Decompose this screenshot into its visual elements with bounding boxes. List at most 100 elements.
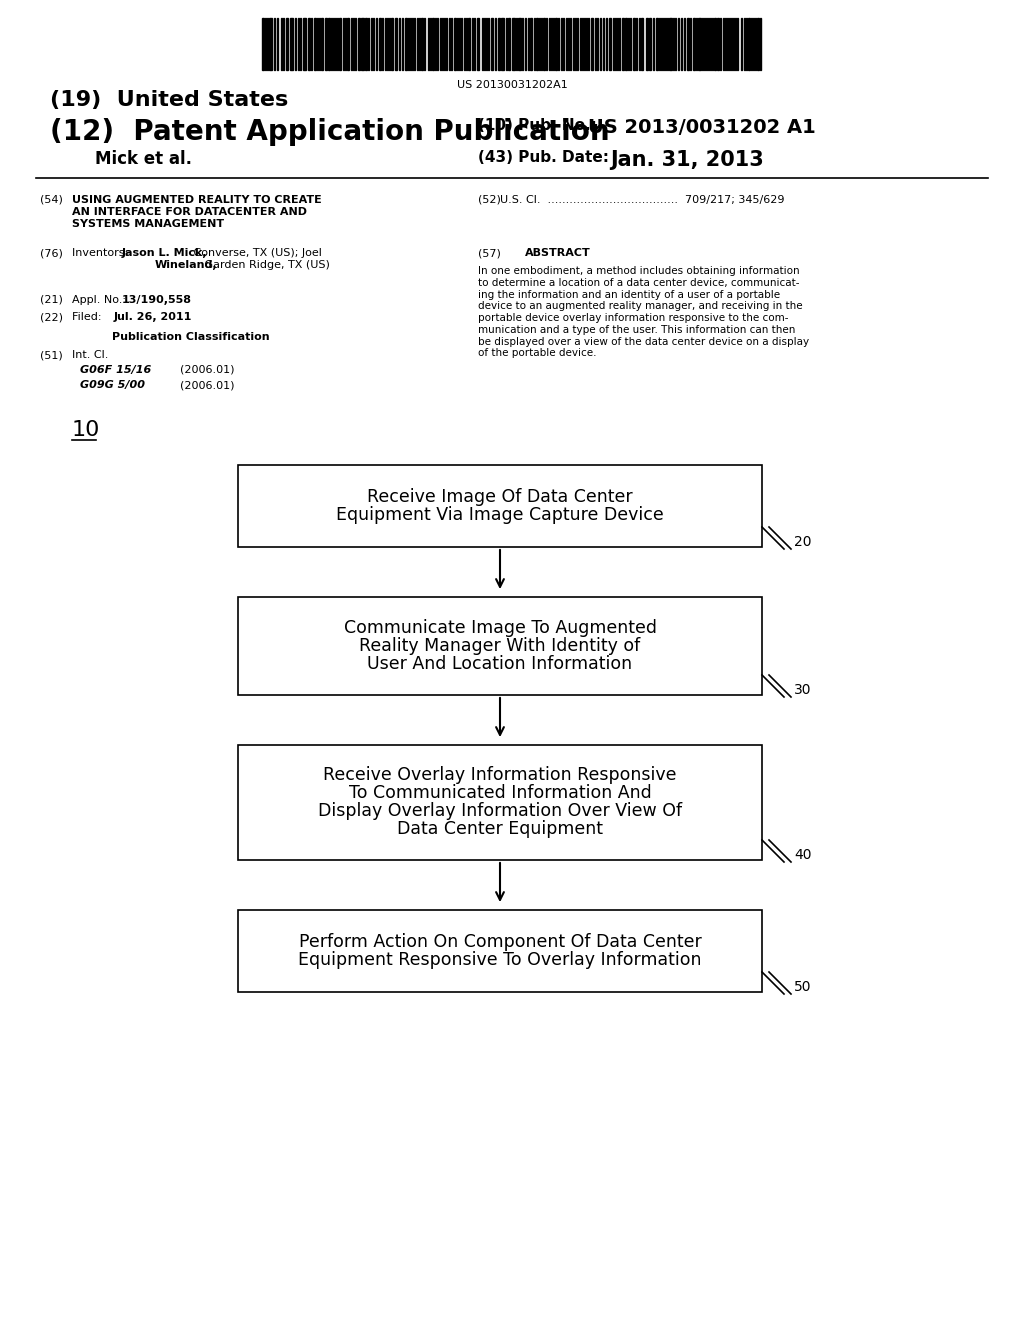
Bar [641, 18, 643, 70]
Bar [361, 18, 364, 70]
Text: Jan. 31, 2013: Jan. 31, 2013 [610, 150, 764, 170]
Text: USING AUGMENTED REALITY TO CREATE: USING AUGMENTED REALITY TO CREATE [72, 195, 322, 205]
Text: Wineland,: Wineland, [155, 260, 218, 271]
Text: (2006.01): (2006.01) [180, 366, 234, 375]
Bar [591, 18, 593, 70]
Text: portable device overlay information responsive to the com-: portable device overlay information resp… [478, 313, 788, 323]
Bar [633, 18, 635, 70]
Text: (21): (21) [40, 294, 62, 305]
Text: be displayed over a view of the data center device on a display: be displayed over a view of the data cen… [478, 337, 809, 347]
Bar [649, 18, 651, 70]
Bar [646, 18, 648, 70]
Text: Int. Cl.: Int. Cl. [72, 350, 109, 360]
Text: In one embodiment, a method includes obtaining information: In one embodiment, a method includes obt… [478, 267, 800, 276]
Text: 10: 10 [72, 420, 100, 440]
Bar [748, 18, 750, 70]
Bar [543, 18, 545, 70]
Bar [714, 18, 716, 70]
Text: Receive Image Of Data Center: Receive Image Of Data Center [368, 488, 633, 506]
Text: (10) Pub. No.:: (10) Pub. No.: [478, 117, 597, 133]
Text: munication and a type of the user. This information can then: munication and a type of the user. This … [478, 325, 796, 335]
Bar [391, 18, 393, 70]
Text: U.S. Cl.  ....................................  709/217; 345/629: U.S. Cl. ...............................… [500, 195, 784, 205]
Bar [379, 18, 381, 70]
Text: Receive Overlay Information Responsive: Receive Overlay Information Responsive [324, 767, 677, 784]
Bar [669, 18, 672, 70]
Text: (19)  United States: (19) United States [50, 90, 288, 110]
Text: ABSTRACT: ABSTRACT [525, 248, 591, 257]
Bar [717, 18, 719, 70]
Bar [286, 18, 288, 70]
Text: (76): (76) [40, 248, 62, 257]
Text: Equipment Via Image Capture Device: Equipment Via Image Capture Device [336, 506, 664, 524]
Text: User And Location Information: User And Location Information [368, 655, 633, 673]
Text: 20: 20 [794, 535, 811, 549]
Text: 13/190,558: 13/190,558 [122, 294, 193, 305]
Text: of the portable device.: of the portable device. [478, 348, 597, 358]
Text: Perform Action On Component Of Data Center: Perform Action On Component Of Data Cent… [299, 933, 701, 950]
Bar [512, 18, 515, 70]
Bar [656, 18, 658, 70]
Text: (51): (51) [40, 350, 62, 360]
Bar [325, 18, 327, 70]
Text: Display Overlay Information Over View Of: Display Overlay Information Over View Of [317, 803, 682, 821]
Text: Converse, TX (US); Joel: Converse, TX (US); Joel [190, 248, 322, 257]
Text: Jason L. Mick,: Jason L. Mick, [122, 248, 208, 257]
Text: Reality Manager With Identity of: Reality Manager With Identity of [359, 638, 641, 655]
Text: (52): (52) [478, 195, 501, 205]
Text: (43) Pub. Date:: (43) Pub. Date: [478, 150, 609, 165]
Bar [432, 18, 434, 70]
Bar [454, 18, 456, 70]
Bar [468, 18, 470, 70]
Text: (54): (54) [40, 195, 62, 205]
Bar [555, 18, 557, 70]
Text: Filed:: Filed: [72, 312, 123, 322]
Bar [238, 744, 762, 861]
Bar [238, 909, 762, 993]
Bar [339, 18, 341, 70]
Bar [238, 465, 762, 546]
Text: US 2013/0031202 A1: US 2013/0031202 A1 [588, 117, 816, 137]
Bar [314, 18, 316, 70]
Text: (12)  Patent Application Publication: (12) Patent Application Publication [50, 117, 609, 147]
Bar [328, 18, 330, 70]
Text: Data Center Equipment: Data Center Equipment [397, 821, 603, 838]
Text: Mick et al.: Mick et al. [95, 150, 193, 168]
Bar [508, 18, 510, 70]
Text: Garden Ridge, TX (US): Garden Ridge, TX (US) [201, 260, 330, 271]
Text: SYSTEMS MANAGEMENT: SYSTEMS MANAGEMENT [72, 219, 224, 228]
Bar [625, 18, 627, 70]
Bar [358, 18, 360, 70]
Bar [622, 18, 624, 70]
Text: Inventors:: Inventors: [72, 248, 132, 257]
Bar [290, 18, 293, 70]
Bar [687, 18, 689, 70]
Bar [421, 18, 423, 70]
Text: Jul. 26, 2011: Jul. 26, 2011 [114, 312, 193, 322]
Text: Publication Classification: Publication Classification [112, 333, 269, 342]
Bar [308, 18, 310, 70]
Text: 30: 30 [794, 682, 811, 697]
Text: Communicate Image To Augmented: Communicate Image To Augmented [343, 619, 656, 638]
Bar [477, 18, 479, 70]
Bar [530, 18, 532, 70]
Bar [347, 18, 349, 70]
Text: 40: 40 [794, 847, 811, 862]
Text: 50: 50 [794, 979, 811, 994]
Text: Appl. No.:: Appl. No.: [72, 294, 129, 305]
Text: (2006.01): (2006.01) [180, 380, 234, 389]
Bar [406, 18, 407, 70]
Text: To Communicated Information And: To Communicated Information And [348, 784, 651, 803]
Text: (57): (57) [478, 248, 501, 257]
Text: AN INTERFACE FOR DATACENTER AND: AN INTERFACE FOR DATACENTER AND [72, 207, 307, 216]
Bar [303, 18, 306, 70]
Text: Equipment Responsive To Overlay Information: Equipment Responsive To Overlay Informat… [298, 950, 701, 969]
Bar [395, 18, 397, 70]
Bar [609, 18, 611, 70]
Text: G06F 15/16: G06F 15/16 [80, 366, 152, 375]
Text: G09G 5/00: G09G 5/00 [80, 380, 145, 389]
Bar [698, 18, 701, 70]
Text: device to an augmented reality manager, and receiving in the: device to an augmented reality manager, … [478, 301, 803, 312]
Bar [262, 18, 264, 70]
Text: US 20130031202A1: US 20130031202A1 [457, 81, 567, 90]
